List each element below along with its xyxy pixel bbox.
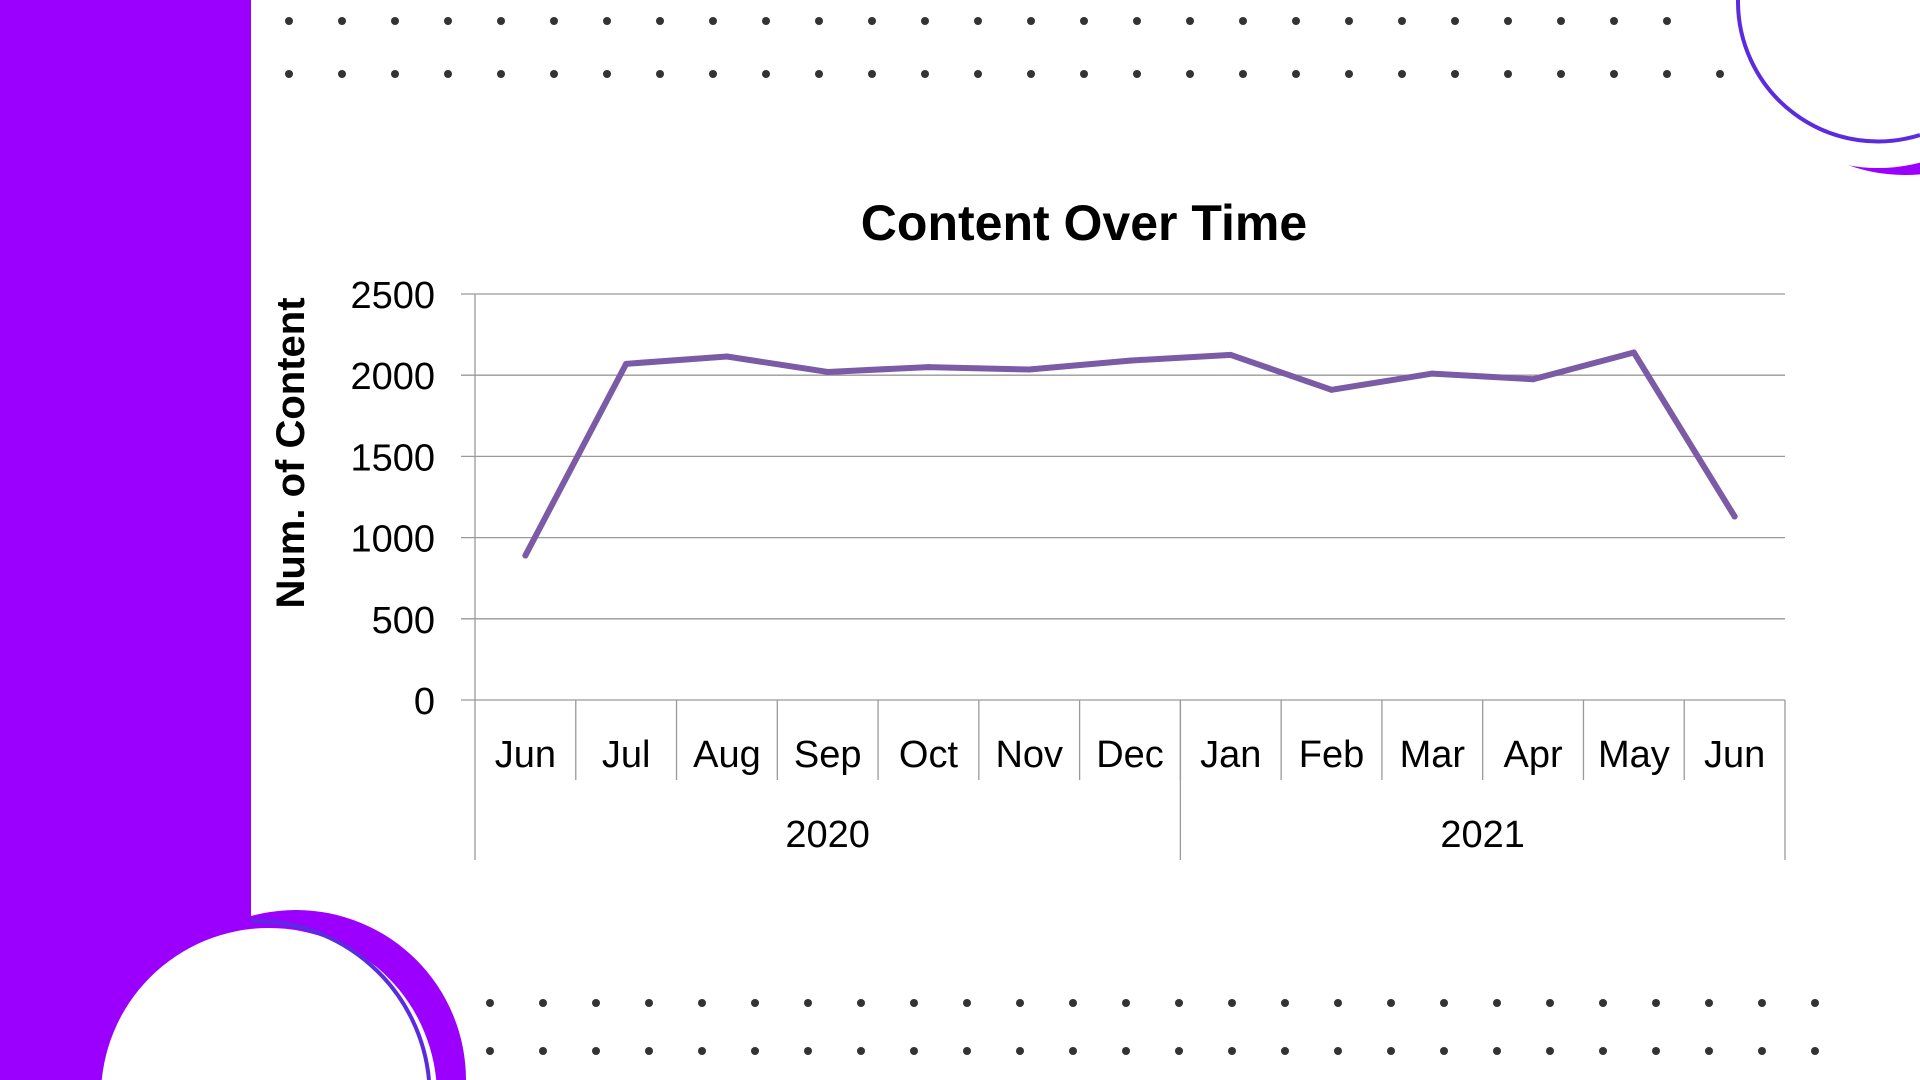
x-tick-label: Sep: [794, 734, 862, 776]
y-tick-label: 500: [372, 600, 435, 642]
data-point: [1329, 387, 1335, 393]
x-tick-label: Oct: [899, 734, 959, 776]
y-tick-label: 2000: [350, 356, 435, 398]
x-tick-label: May: [1598, 734, 1670, 776]
year-group-label: 2020: [785, 814, 870, 856]
y-axis-label: Num. of Content: [269, 297, 313, 608]
y-tick-label: 1000: [350, 519, 435, 561]
data-point: [1429, 371, 1435, 377]
x-tick-label: Nov: [995, 734, 1063, 776]
data-point: [1127, 358, 1133, 364]
chart-title: Content Over Time: [861, 195, 1307, 251]
year-group-label: 2021: [1440, 814, 1525, 856]
x-tick-label: Jul: [602, 734, 651, 776]
x-tick-label: Mar: [1400, 734, 1466, 776]
data-point: [1631, 349, 1637, 355]
data-point: [1530, 376, 1536, 382]
x-tick-label: Dec: [1096, 734, 1164, 776]
gridlines: [461, 294, 1785, 700]
data-point: [1732, 513, 1738, 519]
data-point: [1228, 352, 1234, 358]
x-tick-label: Apr: [1504, 734, 1563, 776]
x-tick-label: Aug: [693, 734, 761, 776]
x-tick-label: Feb: [1299, 734, 1364, 776]
series-line: [525, 352, 1734, 555]
y-tick-label: 0: [414, 681, 435, 723]
y-tick-label: 1500: [350, 437, 435, 479]
x-tick-label: Jan: [1200, 734, 1261, 776]
x-tick-label: Jun: [1704, 734, 1765, 776]
series-group: [522, 349, 1737, 558]
data-point: [623, 361, 629, 367]
x-axis: Jun Jul Aug Sep Oct Nov Dec Jan Feb Mar Apr May Jun 2…: [475, 294, 1785, 860]
data-point: [724, 354, 730, 360]
y-tick-label: 2500: [350, 275, 435, 317]
data-point: [925, 364, 931, 370]
x-tick-label: Jun: [495, 734, 556, 776]
data-point: [825, 369, 831, 375]
data-point: [522, 552, 528, 558]
y-tick-labels: 0 500 1000 1500 2000 2500: [350, 275, 435, 723]
data-point: [1026, 367, 1032, 373]
